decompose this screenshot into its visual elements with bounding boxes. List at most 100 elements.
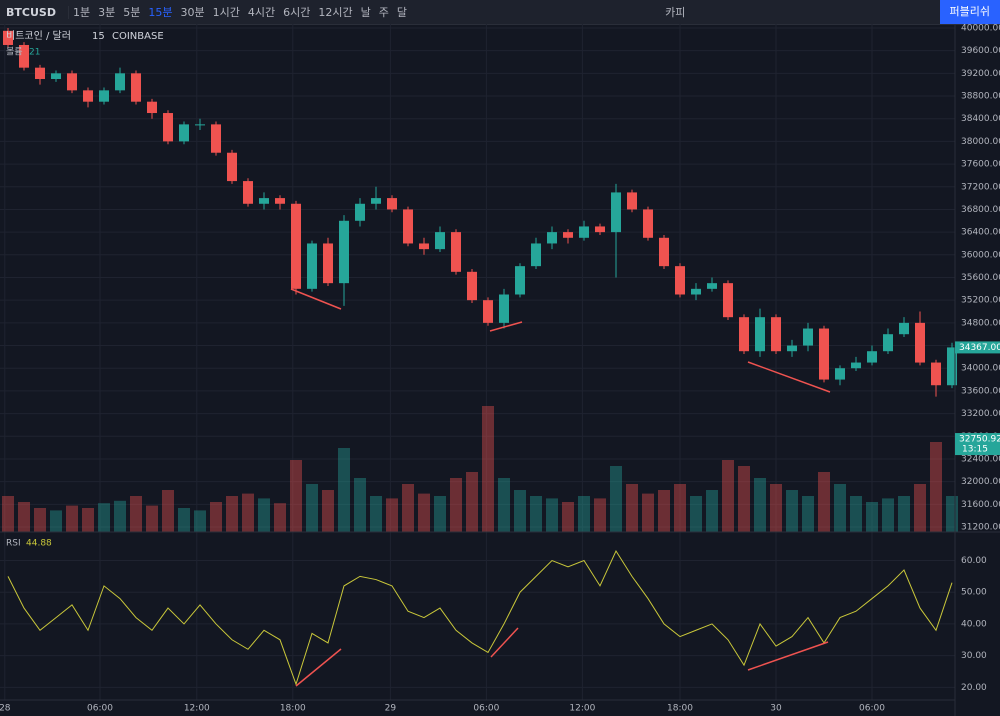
legend-rsi: RSI [6, 539, 21, 549]
volume-bar [258, 498, 270, 532]
legend-volume-length: 21 [29, 48, 40, 58]
x-tick-label: 06:00 [87, 704, 113, 714]
volume-bar [930, 442, 942, 532]
volume-bar [498, 478, 510, 532]
candle-body [771, 317, 781, 352]
volume-bar [850, 496, 862, 532]
y-tick-label: 38000.00 [961, 137, 1000, 147]
candle-body [307, 243, 317, 289]
y-tick-label: 39600.00 [961, 46, 1000, 56]
legend-symbol: 비트코인 / 달러 [6, 30, 71, 42]
candle-body [851, 362, 861, 369]
candle-body [739, 317, 749, 352]
divergence-line [295, 648, 342, 687]
candle-body [243, 181, 253, 204]
candle-body [403, 209, 413, 244]
candle-body [147, 101, 157, 114]
candle-body [723, 283, 733, 318]
volume-bar [18, 502, 30, 532]
candle-body [451, 232, 461, 272]
y-tick-label: 32400.00 [961, 454, 1000, 464]
volume-bar [642, 493, 654, 532]
candle-body [51, 73, 61, 80]
x-tick-label: 29 [385, 704, 397, 714]
x-tick-label: 06:00 [473, 704, 499, 714]
candle-body [547, 232, 557, 244]
candle-body [579, 226, 589, 238]
volume-bar [754, 478, 766, 532]
volume-bar [818, 472, 830, 532]
legend-interval: 15 [92, 31, 105, 42]
y-tick-label: 34000.00 [961, 364, 1000, 374]
volume-bar [114, 500, 126, 532]
volume-bar [306, 484, 318, 532]
interval-button[interactable]: 5분 [123, 6, 141, 19]
volume-bar [450, 478, 462, 532]
volume-bar [162, 490, 174, 532]
publish-button[interactable]: 퍼블리쉬 [939, 0, 1000, 24]
candle-body [355, 203, 365, 221]
last-price-badge [955, 341, 1000, 354]
volume-bar [866, 502, 878, 532]
volume-bar [706, 490, 718, 532]
y-tick-label: 38800.00 [961, 92, 1000, 102]
volume-bar [546, 498, 558, 532]
candle-body [643, 209, 653, 238]
x-tick-label: 18:00 [667, 704, 693, 714]
divergence-line [489, 321, 523, 332]
volume-bar [770, 484, 782, 532]
candle-body [627, 192, 637, 210]
y-tick-label: 36400.00 [961, 228, 1000, 238]
candle-body [67, 73, 77, 91]
candle-body [83, 90, 93, 102]
y-tick-label: 33600.00 [961, 386, 1000, 396]
candle-body [915, 322, 925, 363]
symbol[interactable]: BTCUSD [0, 5, 69, 19]
volume-bar [898, 496, 910, 532]
last-price-label: 34367.00 [959, 343, 1000, 353]
interval-button[interactable]: 4시간 [247, 6, 276, 19]
countdown-label: 13:15 [962, 445, 988, 455]
intervals: 1분 3분 5분 15분 30분 1시간 4시간 6시간 12시간 날 주 달 [69, 4, 411, 20]
volume-bar [578, 496, 590, 532]
candle-body [515, 266, 525, 295]
volume-bar [82, 508, 94, 532]
volume-bar [418, 493, 430, 532]
candle-body [259, 198, 269, 204]
interval-button[interactable]: 1시간 [212, 6, 240, 19]
y-tick-label: 40000.00 [961, 23, 1000, 33]
y-tick-label: 39200.00 [961, 69, 1000, 79]
candle-body [707, 283, 717, 289]
marker-price-label: 32750.92 [959, 435, 1000, 445]
y-tick-label: 36000.00 [961, 250, 1000, 260]
interval-button[interactable]: 3분 [98, 6, 116, 19]
interval-button[interactable]: 12시간 [318, 6, 353, 19]
interval-button[interactable]: 30분 [180, 6, 205, 19]
candle-body [419, 243, 429, 250]
y-tick-label: 37200.00 [961, 182, 1000, 192]
volume-bar [738, 466, 750, 532]
candle-body [467, 271, 477, 301]
interval-button[interactable]: 날 [360, 6, 371, 19]
volume-bar [914, 484, 926, 532]
volume-bar [402, 484, 414, 532]
interval-button[interactable]: 주 [378, 6, 389, 19]
volume-bar [194, 510, 206, 532]
candle-body [19, 44, 29, 68]
volume-bar [802, 496, 814, 532]
volume-bar [722, 460, 734, 532]
interval-button[interactable]: 달 [396, 6, 407, 19]
interval-button[interactable]: 1분 [72, 6, 91, 19]
marker-price-badge [955, 433, 1000, 456]
copy-button[interactable]: 카피 [665, 6, 686, 19]
candle-body [883, 334, 893, 352]
candle-body [371, 198, 381, 204]
candle-body [819, 328, 829, 380]
volume-bar [274, 503, 286, 532]
legend-exchange: COINBASE [112, 31, 164, 42]
interval-button[interactable]: 6시간 [283, 6, 311, 19]
candle-body [163, 113, 173, 142]
candle-body [179, 124, 189, 142]
candle-body [3, 30, 13, 45]
interval-button[interactable]: 15분 [148, 6, 173, 19]
